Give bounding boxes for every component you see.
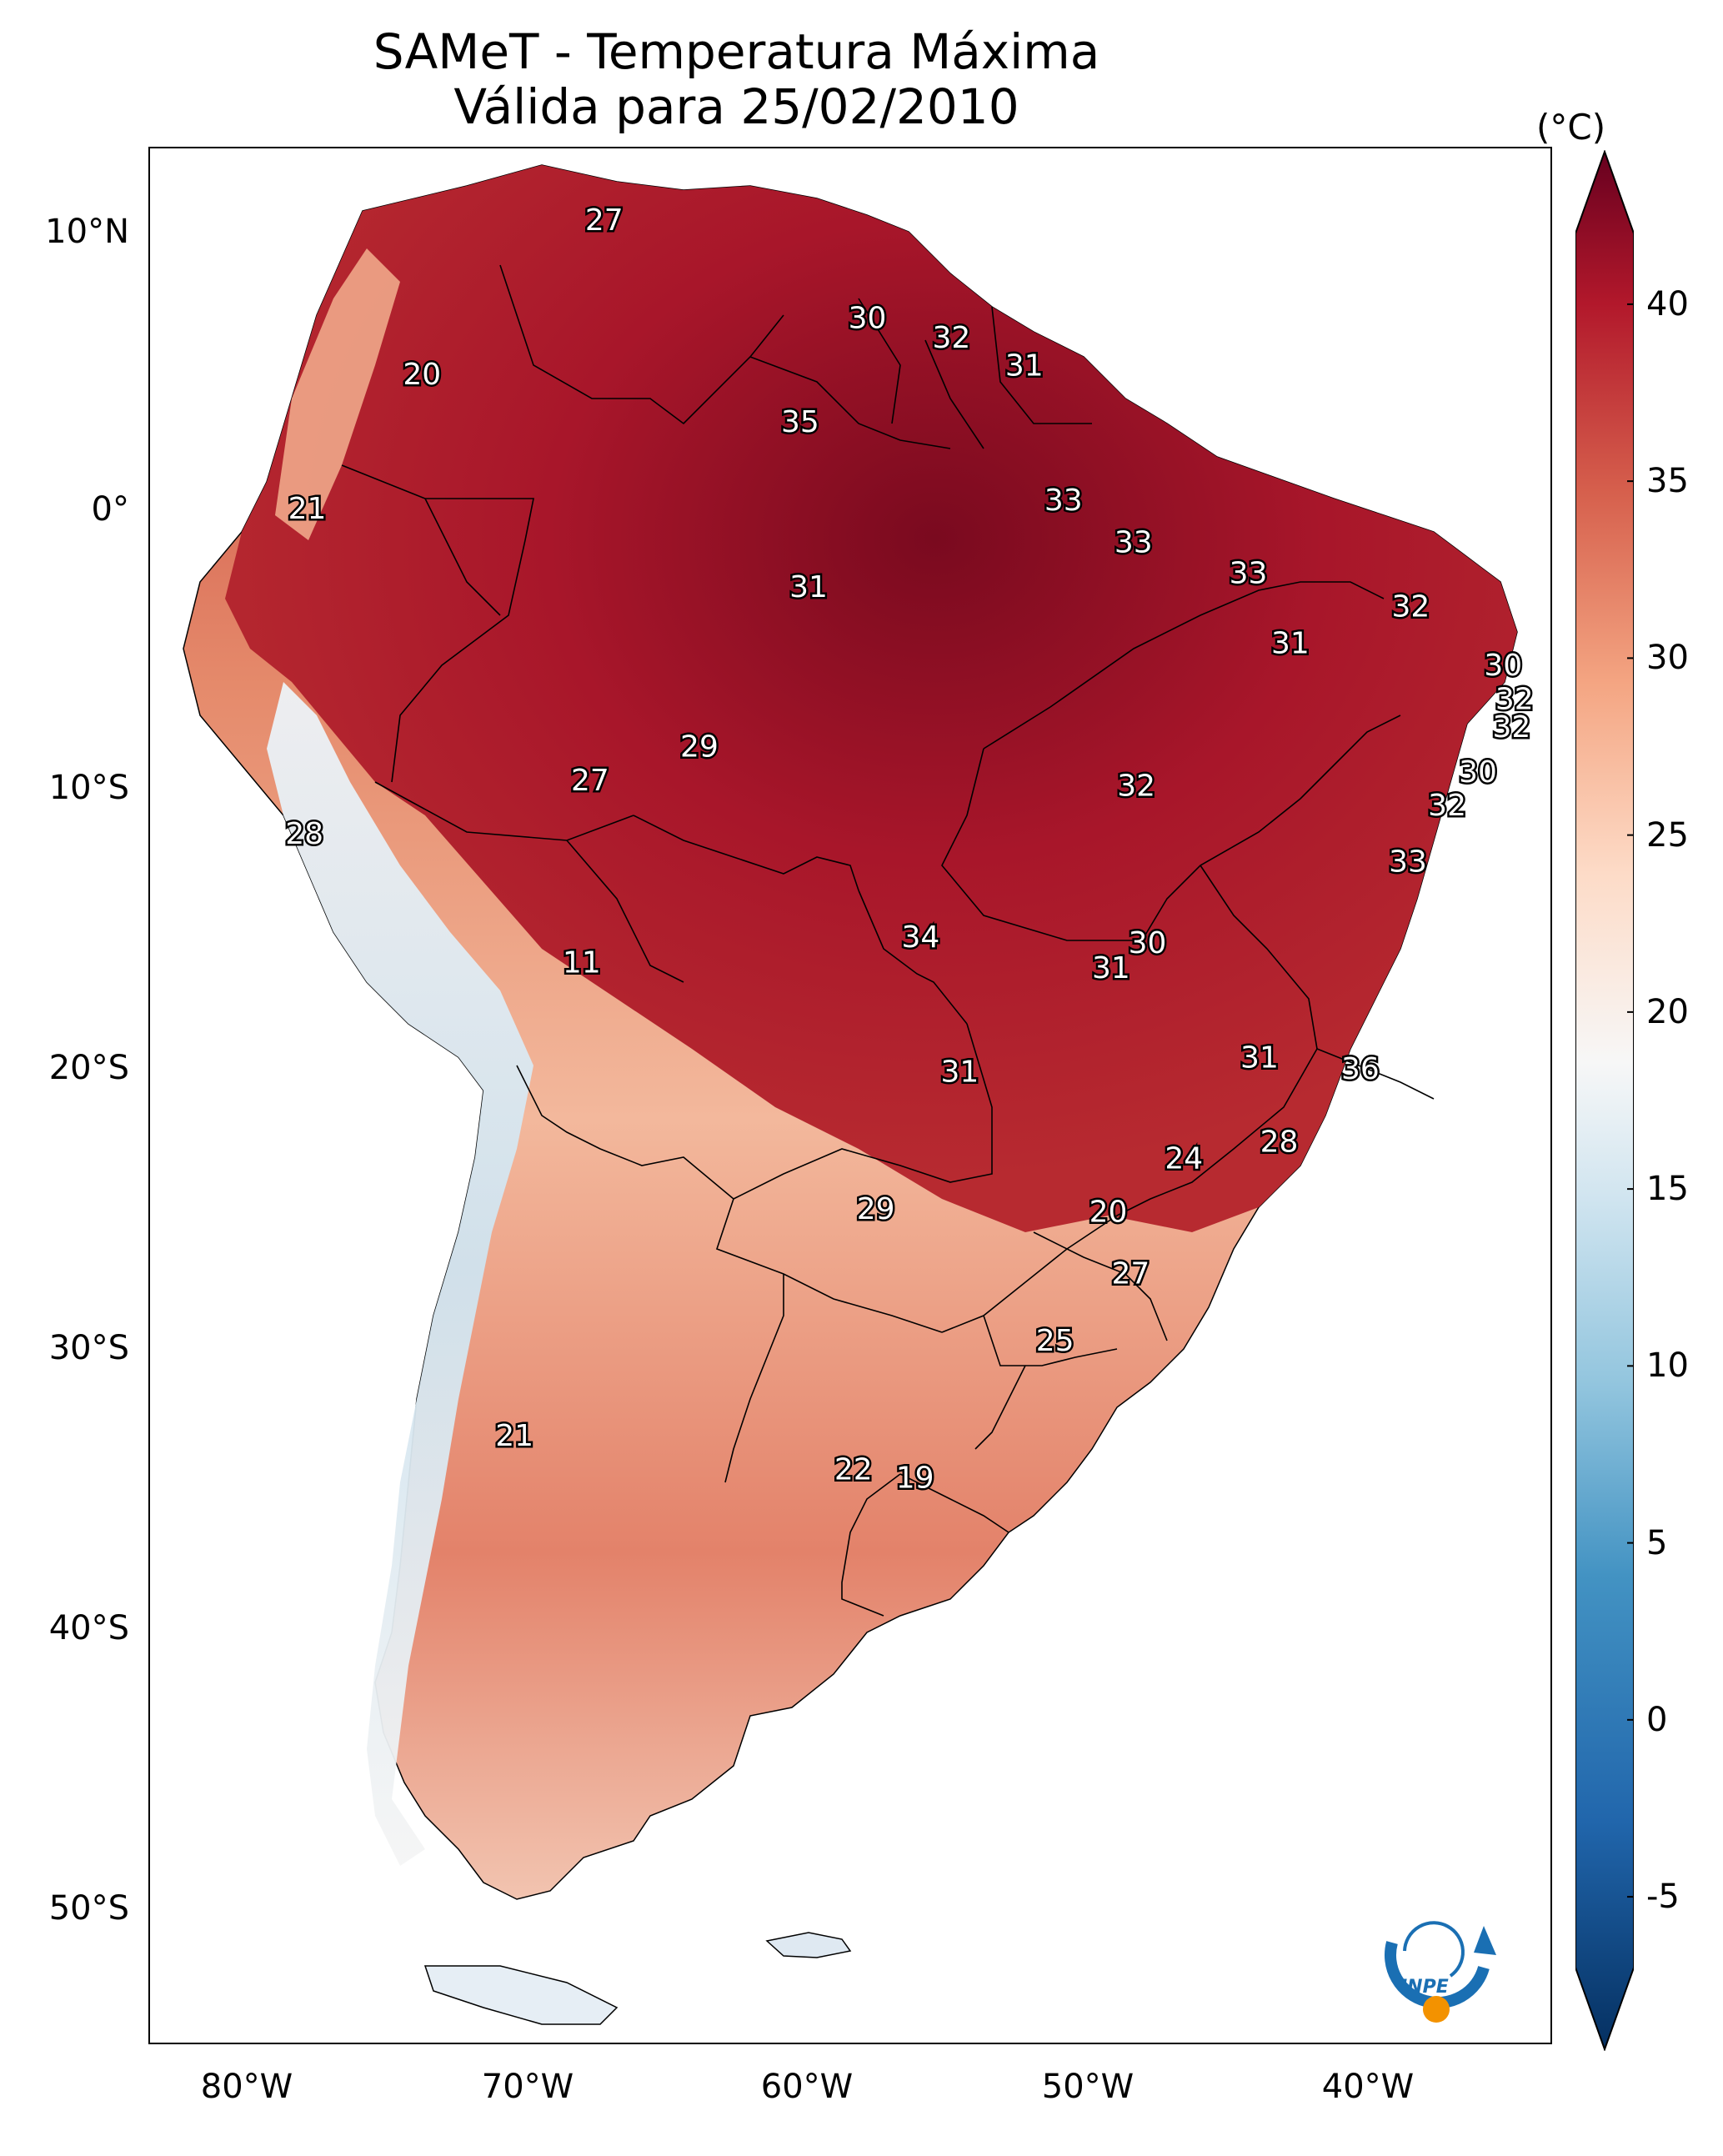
station-value-label: 19 — [896, 1462, 934, 1496]
station-value-label: 21 — [288, 492, 327, 526]
falkland-islands — [765, 1932, 852, 1958]
station-value-label: 27 — [585, 203, 624, 238]
station-value-label: 29 — [680, 730, 719, 765]
station-value-label: 32 — [1117, 770, 1155, 804]
lon-tick-label: 60°W — [760, 2068, 854, 2106]
station-value-label: 33 — [1114, 525, 1153, 559]
lat-tick-label: 0° — [91, 490, 129, 529]
map-title: SAMeT - Temperatura Máxima — [373, 23, 1100, 80]
station-value-label: 33 — [1230, 556, 1268, 590]
colorbar-tick-marks — [1627, 303, 1634, 1898]
station-value-label: 36 — [1341, 1052, 1380, 1086]
station-value-label: 30 — [1459, 755, 1497, 790]
colorbar-tick-label: 0 — [1646, 1700, 1668, 1739]
country-borders — [341, 264, 1435, 1617]
station-value-label: 35 — [781, 405, 819, 439]
lat-tick-label: 10°S — [48, 769, 129, 807]
colorbar — [1575, 150, 1634, 2051]
colorbar-tick-label: 15 — [1646, 1170, 1689, 1209]
station-value-label: 32 — [932, 321, 970, 355]
station-value-label: 27 — [571, 764, 609, 798]
map-subtitle: Válida para 25/02/2010 — [453, 78, 1019, 135]
station-value-label: 28 — [1260, 1125, 1299, 1159]
station-value-label: 31 — [1005, 349, 1044, 384]
lat-tick-label: 10°N — [45, 213, 129, 251]
inpe-logo: INPE — [1385, 1921, 1496, 2023]
lon-tick-label: 50°W — [1041, 2068, 1134, 2106]
hot-region-north — [225, 165, 1517, 1232]
lat-tick-label: 20°S — [48, 1049, 129, 1087]
station-value-label: 20 — [403, 358, 441, 392]
station-value-label: 32 — [1391, 590, 1430, 624]
station-value-label: 34 — [901, 920, 939, 955]
lon-tick-label: 70°W — [481, 2068, 574, 2106]
station-value-label: 22 — [834, 1453, 873, 1487]
lat-tick-label: 50°S — [48, 1889, 129, 1928]
colorbar-tick-label: -5 — [1646, 1878, 1680, 1917]
station-value-label: 11 — [563, 945, 601, 980]
colorbar-tick-label: 40 — [1646, 284, 1689, 323]
station-value-label: 20 — [1089, 1195, 1128, 1229]
map-area[interactable]: 27 30 32 31 20 35 33 21 33 31 33 32 31 30 32 32 29 27 30 32… — [148, 147, 1552, 2044]
station-value-label: 28 — [285, 817, 323, 851]
station-value-label: 31 — [1092, 951, 1130, 985]
map-canvas — [183, 164, 1518, 2025]
station-value-label: 30 — [1129, 926, 1167, 960]
lon-tick-label: 40°W — [1321, 2068, 1415, 2106]
colorbar-tick-label: 35 — [1646, 462, 1689, 501]
station-value-label: 33 — [1389, 845, 1427, 879]
station-value-label: 32 — [1428, 789, 1466, 823]
inpe-logo-text: INPE — [1400, 1977, 1449, 1998]
station-value-label: 31 — [1240, 1041, 1279, 1075]
colorbar-bar — [1575, 150, 1634, 2051]
colorbar-unit: (°C) — [1536, 107, 1606, 148]
lon-tick-label: 80°W — [200, 2068, 293, 2106]
station-value-label: 21 — [495, 1419, 533, 1453]
colorbar-tick-label: 20 — [1646, 992, 1689, 1031]
station-value-label: 29 — [857, 1192, 895, 1226]
station-value-label: 32 — [1492, 710, 1530, 745]
colorbar-tick-label: 25 — [1646, 815, 1689, 855]
station-value-label: 31 — [1271, 626, 1310, 660]
station-value-label: 31 — [789, 570, 828, 604]
andes-cold-zone — [267, 682, 533, 1866]
station-value-label: 31 — [941, 1055, 979, 1089]
station-value-label: 24 — [1165, 1142, 1203, 1176]
colorbar-tick-label: 30 — [1646, 639, 1689, 678]
station-value-label: 25 — [1036, 1324, 1074, 1358]
lat-tick-label: 30°S — [48, 1329, 129, 1367]
tierra-del-fuego — [423, 1965, 619, 2025]
lat-tick-label: 40°S — [48, 1609, 129, 1647]
station-value-label: 27 — [1111, 1256, 1150, 1291]
station-value-label: 32 — [1495, 683, 1534, 717]
colorbar-tick-label: 10 — [1646, 1346, 1689, 1386]
station-value-label: 33 — [1044, 484, 1083, 518]
colorbar-tick-label: 5 — [1646, 1523, 1668, 1562]
station-value-label: 30 — [1484, 649, 1522, 683]
colombian-andes — [275, 248, 400, 540]
station-value-label: 30 — [849, 302, 887, 336]
